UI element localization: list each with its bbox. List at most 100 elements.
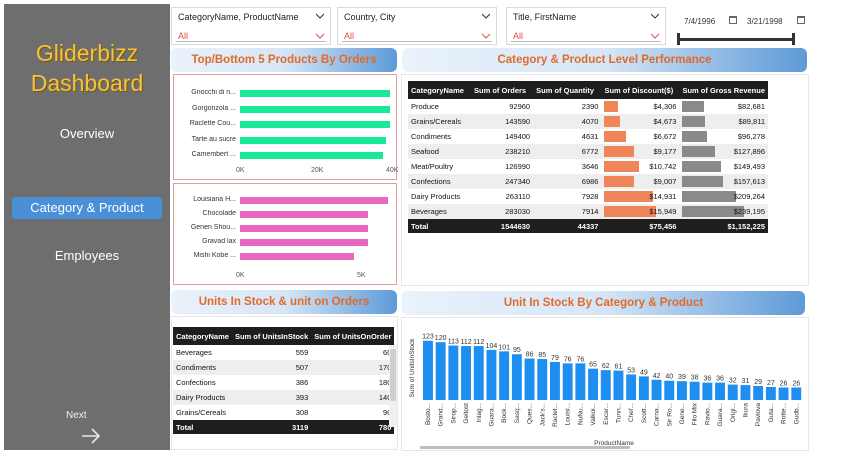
discount-bar-cell: $15,949 (604, 205, 676, 218)
table-row[interactable]: Dairy Products 393 140 (173, 390, 395, 405)
date-range-slicer[interactable]: 7/4/1996 3/21/1998 (672, 7, 810, 45)
slicer-country-city[interactable]: Country, City All (337, 7, 497, 45)
column-header[interactable]: CategoryName (408, 81, 471, 99)
table-row[interactable]: Produce 92960 2390 $4,306 $82,681 (408, 99, 768, 114)
chevron-down-icon[interactable] (651, 12, 659, 20)
stock-bar[interactable] (740, 385, 751, 400)
stock-bar[interactable] (537, 359, 548, 400)
column-header[interactable]: Sum of Quantity (533, 81, 602, 99)
product-bar[interactable] (240, 225, 369, 232)
stock-bar[interactable] (638, 376, 649, 400)
stock-bar[interactable] (550, 361, 560, 400)
stock-table-scrollbar[interactable] (389, 345, 397, 427)
date-slider-end-handle[interactable] (792, 33, 795, 45)
stock-bar[interactable] (435, 342, 446, 400)
stock-bar[interactable] (461, 346, 472, 400)
column-header[interactable]: Sum of UnitsInStock (231, 327, 312, 345)
quantity-cell: 6772 (533, 144, 602, 159)
units-in-stock-cell: 393 (231, 390, 312, 405)
table-row[interactable]: Beverages 559 60 (173, 345, 394, 360)
table-row[interactable]: Condiments 149400 4631 $6,672 $96,278 (408, 129, 768, 144)
date-slider-track[interactable] (678, 38, 794, 41)
table-row[interactable]: Grains/Cereals 308 90 (173, 405, 394, 420)
stock-bar[interactable] (791, 387, 802, 400)
column-header[interactable]: CategoryName (173, 327, 232, 345)
date-start[interactable]: 7/4/1996 (684, 17, 716, 26)
nav-category-product[interactable]: Category & Product (12, 197, 162, 219)
slicer-value[interactable]: All (178, 31, 189, 41)
nav-overview[interactable]: Overview (59, 126, 115, 141)
product-bar[interactable] (240, 253, 354, 260)
slicer-underline (511, 41, 661, 42)
stock-bar[interactable] (765, 386, 776, 400)
slicer-category-product[interactable]: CategoryName, ProductName All (171, 7, 331, 45)
column-header[interactable]: Sum of Discount($) (601, 81, 680, 99)
stock-bar[interactable] (486, 349, 497, 400)
table-row[interactable]: Dairy Products 263110 7928 $14,931 $209,264 (408, 189, 768, 204)
slicer-value[interactable]: All (344, 31, 355, 41)
date-end[interactable]: 3/21/1998 (747, 17, 783, 26)
chevron-down-icon[interactable] (651, 32, 659, 40)
stock-bar[interactable] (575, 363, 586, 400)
stock-bar[interactable] (778, 387, 789, 400)
calendar-icon[interactable] (729, 16, 737, 24)
revenue-bar (682, 161, 721, 172)
orders-cell: 263110 (505, 192, 531, 201)
stock-bar[interactable] (715, 382, 726, 400)
quantity-cell: 6986 (533, 174, 602, 189)
stock-bar[interactable] (626, 374, 637, 400)
product-bar[interactable] (240, 90, 390, 97)
chart-scrollbar[interactable] (420, 446, 630, 449)
stock-bar[interactable] (613, 370, 624, 400)
table-row[interactable]: Grains/Cereals 143590 4070 $4,673 $89,811 (408, 114, 768, 129)
product-bar[interactable] (240, 152, 383, 159)
chevron-down-icon[interactable] (482, 12, 490, 20)
chevron-down-icon[interactable] (316, 32, 324, 40)
product-bar[interactable] (240, 121, 390, 128)
table-row[interactable]: Beverages 283030 7914 $15,949 $239,195 (408, 204, 768, 219)
table-row[interactable]: Condiments 507 170 (173, 360, 395, 375)
stock-bar[interactable] (702, 382, 713, 400)
table-row[interactable]: Confections 386 180 (173, 375, 394, 390)
stock-bar[interactable] (600, 370, 611, 400)
axis-tick-label: 5K (356, 272, 366, 279)
slicer-value[interactable]: All (513, 31, 524, 41)
scrollbar-thumb[interactable] (390, 349, 396, 401)
stock-bar[interactable] (562, 363, 573, 400)
column-header[interactable]: Sum of UnitsOnOrder (311, 327, 395, 345)
product-bar[interactable] (240, 239, 369, 246)
stock-bar[interactable] (651, 379, 662, 400)
table-row[interactable]: Seafood 238210 6772 $9,177 $127,896 (408, 144, 768, 159)
quantity-cell: 3646 (581, 162, 599, 171)
stock-bar[interactable] (664, 380, 675, 400)
stock-bar[interactable] (473, 346, 484, 400)
stock-bar[interactable] (511, 354, 522, 400)
table-row[interactable]: Meat/Poultry 126990 3646 $10,742 $149,493 (408, 159, 768, 174)
slicer-title-firstname[interactable]: Title, FirstName All (506, 7, 666, 45)
table-row[interactable]: Confections 247340 6986 $9,007 $157,613 (408, 174, 768, 189)
stock-bar[interactable] (727, 384, 738, 400)
nav-employees[interactable]: Employees (54, 248, 120, 263)
calendar-icon[interactable] (797, 16, 805, 24)
discount-bar (604, 116, 620, 127)
stock-bar[interactable] (753, 386, 764, 400)
product-bar[interactable] (240, 197, 388, 204)
date-slider-start-handle[interactable] (677, 33, 680, 45)
product-bar[interactable] (240, 211, 369, 218)
category-tick-label: Rotte... (781, 403, 788, 424)
column-header[interactable]: Sum of Orders (471, 81, 534, 99)
discount-bar-cell: $14,931 (604, 190, 676, 203)
product-bar[interactable] (240, 136, 387, 144)
stock-bar[interactable] (689, 381, 700, 400)
stock-bar[interactable] (423, 340, 433, 400)
stock-bar[interactable] (588, 368, 599, 400)
chevron-down-icon[interactable] (316, 12, 324, 20)
next-arrow-icon[interactable] (80, 425, 102, 447)
product-bar[interactable] (240, 105, 390, 113)
stock-bar[interactable] (448, 345, 459, 400)
stock-bar[interactable] (524, 358, 535, 400)
stock-bar[interactable] (499, 351, 510, 400)
chevron-down-icon[interactable] (482, 32, 490, 40)
column-header[interactable]: Sum of Gross Revenue (679, 81, 768, 99)
stock-bar[interactable] (677, 381, 687, 400)
